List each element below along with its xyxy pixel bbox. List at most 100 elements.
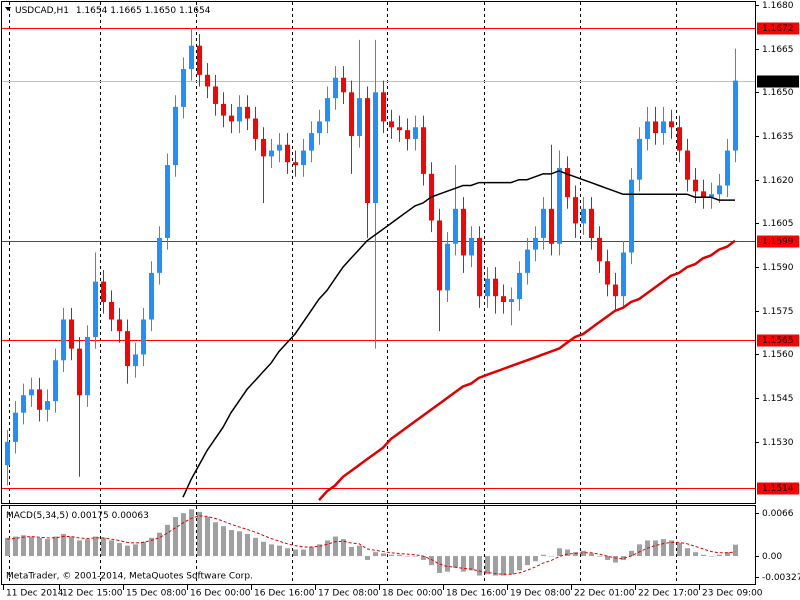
candle-body xyxy=(245,106,250,119)
candle-body xyxy=(709,194,714,198)
candle-body xyxy=(445,243,450,291)
x-tick-label: 18 Dec 16:00 xyxy=(446,589,507,599)
header-value: 0.00063 xyxy=(112,511,149,521)
x-tick-label: 15 Dec 08:00 xyxy=(126,589,187,599)
macd-bar xyxy=(253,537,258,557)
macd-bar xyxy=(13,536,18,557)
macd-bar xyxy=(669,540,674,557)
menu-arrow[interactable] xyxy=(5,7,11,11)
candle-body xyxy=(509,299,514,303)
macd-bar xyxy=(413,556,418,557)
candle-body xyxy=(629,179,634,253)
macd-bar xyxy=(653,540,658,557)
x-tick-label: 18 Dec 00:00 xyxy=(382,589,443,599)
x-tick-label: 19 Dec 08:00 xyxy=(510,589,571,599)
macd-bar xyxy=(517,556,522,571)
header-value: 1.1665 xyxy=(110,6,142,16)
candle-body xyxy=(541,208,546,238)
y-tick-label: 1.1635 xyxy=(762,132,794,142)
y-tick-label: 0.0066 xyxy=(762,509,794,519)
x-tick-label: 22 Dec 17:00 xyxy=(638,589,699,599)
macd-bar xyxy=(181,513,186,557)
candle-body xyxy=(517,272,522,300)
candle-body xyxy=(461,208,466,256)
level-tag xyxy=(757,334,799,347)
current-price-tag xyxy=(757,75,799,88)
candle-body xyxy=(365,98,370,203)
candle-body xyxy=(197,45,202,75)
current-price-label: 1.1654 xyxy=(762,77,794,87)
macd-bar xyxy=(629,550,634,557)
candle-body xyxy=(133,354,138,367)
candle-body xyxy=(485,278,490,297)
footer: MetaTrader, © 2001-2014, MetaQuotes Soft… xyxy=(6,572,253,582)
level-tag xyxy=(757,235,799,248)
candle-body xyxy=(645,121,650,139)
candle-body xyxy=(677,127,682,151)
candle-body xyxy=(381,92,386,122)
macd-bar xyxy=(53,536,58,557)
macd-bar xyxy=(5,537,10,557)
macd-bar xyxy=(133,544,138,557)
main-frame xyxy=(1,1,756,504)
candle-body xyxy=(269,150,274,157)
candle-body xyxy=(397,127,402,131)
level-label: 1.1672 xyxy=(762,24,794,34)
macd-bar xyxy=(21,535,26,557)
macd-bar xyxy=(149,537,154,557)
candle-body xyxy=(357,98,362,136)
macd-bar xyxy=(293,549,298,557)
y-tick-label: 1.1605 xyxy=(762,219,794,229)
macd-plot xyxy=(5,509,738,576)
macd-bar xyxy=(269,544,274,557)
candle-body xyxy=(125,331,130,367)
y-tick-label: 1.1560 xyxy=(762,350,794,360)
candle-body xyxy=(285,144,290,163)
macd-bar xyxy=(157,532,162,557)
macd-frame xyxy=(1,505,756,585)
macd-bar xyxy=(261,541,266,557)
candle-body xyxy=(117,319,122,332)
candle-body xyxy=(341,77,346,93)
candle-body xyxy=(61,319,66,361)
macd-bar xyxy=(61,533,66,557)
candle-body xyxy=(325,98,330,122)
macd-bar xyxy=(341,539,346,557)
macd-bar xyxy=(245,533,250,557)
candle-body xyxy=(213,86,218,104)
x-tick-label: 16 Dec 00:00 xyxy=(190,589,251,599)
macd-bar xyxy=(357,545,362,557)
symbol: USDCAD,H1 xyxy=(15,6,69,16)
y-tick-label: 0.00 xyxy=(762,552,782,562)
macd-bar xyxy=(581,550,586,557)
x-tick-label: 11 Dec 2014 xyxy=(6,589,64,599)
macd-bar xyxy=(493,556,498,576)
axes: 1.16801.16651.16501.16351.16201.16051.15… xyxy=(3,1,800,599)
candle-body xyxy=(77,348,82,396)
macd-bar xyxy=(189,509,194,557)
macd-bar xyxy=(685,548,690,557)
macd-bar xyxy=(125,545,130,557)
x-tick-label: 23 Dec 09:00 xyxy=(702,589,763,599)
candle-body xyxy=(69,319,74,349)
macd-bar xyxy=(77,540,82,557)
macd-bar xyxy=(101,537,106,557)
candle-body xyxy=(661,121,666,134)
candle-body xyxy=(349,92,354,136)
candle-body xyxy=(101,281,106,303)
macd-bar xyxy=(701,554,706,557)
candle-body xyxy=(549,208,554,244)
candle-body xyxy=(189,45,194,69)
macd-bar xyxy=(477,556,482,576)
candle-body xyxy=(477,237,482,297)
macd-bar xyxy=(373,552,378,557)
macd-bar xyxy=(469,556,474,571)
macd-bar xyxy=(661,539,666,557)
chart-header: USDCAD,H1 1.1654 1.1665 1.1650 1.1654 xyxy=(15,6,211,16)
candle-body xyxy=(421,127,426,174)
header-value: 1.1650 xyxy=(145,6,177,16)
macd-bar xyxy=(677,543,682,557)
candle-body xyxy=(533,237,538,250)
candle-body xyxy=(277,144,282,151)
macd-bar xyxy=(573,552,578,557)
